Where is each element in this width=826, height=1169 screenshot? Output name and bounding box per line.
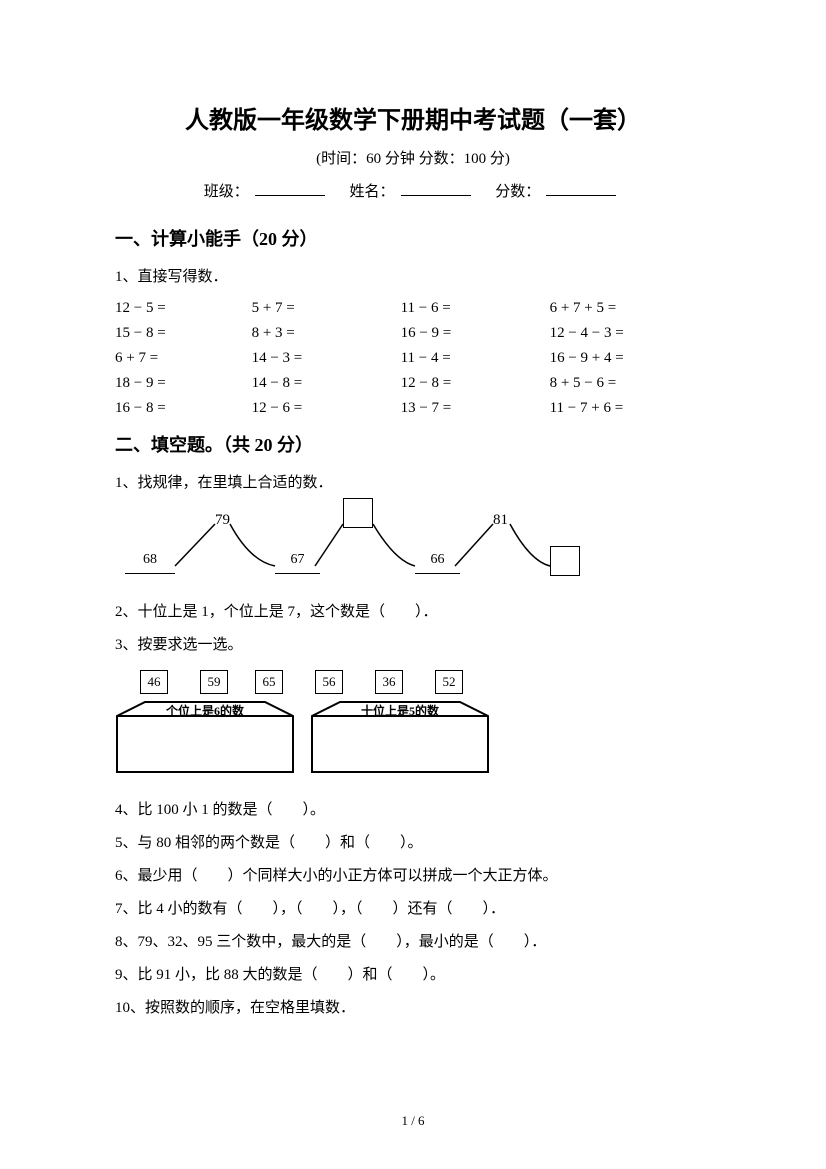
sort-num: 36 <box>375 670 403 694</box>
sort-num: 59 <box>200 670 228 694</box>
pattern-bottom: 68 <box>125 553 175 574</box>
sort-box-left-label: 个位上是6的数 <box>115 702 295 719</box>
calc-cell: 11 − 6 = <box>401 300 550 317</box>
calc-cell: 12 − 8 = <box>401 375 550 392</box>
pattern-figure: 68 79 67 66 81 <box>115 506 615 586</box>
s1-q1: 1、直接写得数． <box>115 261 711 294</box>
calc-cell: 5 + 7 = <box>252 300 401 317</box>
calc-cell: 11 − 4 = <box>401 350 550 367</box>
s2-q6: 6、最少用（ ）个同样大小的小正方体可以拼成一个大正方体。 <box>115 860 711 893</box>
section2-heading: 二、填空题。（共 20 分） <box>115 431 711 457</box>
student-info-line: 班级： 姓名： 分数： <box>115 180 711 201</box>
calc-cell: 16 − 9 + 4 = <box>550 350 711 367</box>
calc-cell: 12 − 5 = <box>115 300 252 317</box>
s2-q4: 4、比 100 小 1 的数是（ ）。 <box>115 794 711 827</box>
s2-q9: 9、比 91 小，比 88 大的数是（ ）和（ ）。 <box>115 959 711 992</box>
calc-cell: 8 + 3 = <box>252 325 401 342</box>
calc-cell: 18 − 9 = <box>115 375 252 392</box>
calc-cell: 8 + 5 − 6 = <box>550 375 711 392</box>
calc-cell: 14 − 3 = <box>252 350 401 367</box>
section1-heading: 一、计算小能手（20 分） <box>115 225 711 251</box>
score-label: 分数： <box>495 184 540 200</box>
exam-title: 人教版一年级数学下册期中考试题（一套） <box>115 100 711 135</box>
sort-figure: 46 59 65 56 36 52 个位上是6的数 十位上是5的数 <box>115 670 535 780</box>
calc-cell: 6 + 7 + 5 = <box>550 300 711 317</box>
pattern-bottom: 66 <box>415 553 460 574</box>
s2-q5: 5、与 80 相邻的两个数是（ ）和（ ）。 <box>115 827 711 860</box>
sort-box-right[interactable]: 十位上是5的数 <box>310 700 490 770</box>
s2-q8: 8、79、32、95 三个数中，最大的是（ ），最小的是（ ）． <box>115 926 711 959</box>
sort-num: 65 <box>255 670 283 694</box>
pattern-blank-box[interactable] <box>343 498 373 528</box>
s2-q7: 7、比 4 小的数有（ ），（ ），（ ）还有（ ）． <box>115 893 711 926</box>
sort-num: 52 <box>435 670 463 694</box>
score-blank[interactable] <box>546 180 616 196</box>
pattern-bottom: 67 <box>275 553 320 574</box>
page-number: 1 / 6 <box>0 1113 826 1129</box>
calc-cell: 16 − 8 = <box>115 400 252 417</box>
s2-q10: 10、按照数的顺序，在空格里填数． <box>115 992 711 1025</box>
s2-q3: 3、按要求选一选。 <box>115 629 711 662</box>
calc-cell: 11 − 7 + 6 = <box>550 400 711 417</box>
calc-grid: 12 − 5 = 5 + 7 = 11 − 6 = 6 + 7 + 5 = 15… <box>115 300 711 417</box>
exam-subtitle: (时间：60 分钟 分数：100 分) <box>115 147 711 168</box>
sort-box-left[interactable]: 个位上是6的数 <box>115 700 295 770</box>
calc-cell: 12 − 4 − 3 = <box>550 325 711 342</box>
sort-num: 46 <box>140 670 168 694</box>
class-label: 班级： <box>204 184 249 200</box>
calc-cell: 14 − 8 = <box>252 375 401 392</box>
sort-box-right-label: 十位上是5的数 <box>310 702 490 719</box>
calc-cell: 15 − 8 = <box>115 325 252 342</box>
calc-cell: 6 + 7 = <box>115 350 252 367</box>
s2-q1: 1、找规律，在里填上合适的数． <box>115 467 711 500</box>
pattern-blank-box[interactable] <box>550 546 580 576</box>
calc-cell: 13 − 7 = <box>401 400 550 417</box>
pattern-top: 81 <box>493 512 508 529</box>
calc-cell: 16 − 9 = <box>401 325 550 342</box>
name-blank[interactable] <box>401 180 471 196</box>
pattern-top: 79 <box>215 512 230 529</box>
name-label: 姓名： <box>349 184 394 200</box>
class-blank[interactable] <box>255 180 325 196</box>
sort-num: 56 <box>315 670 343 694</box>
s2-q2: 2、十位上是 1，个位上是 7，这个数是（ ）． <box>115 596 711 629</box>
calc-cell: 12 − 6 = <box>252 400 401 417</box>
